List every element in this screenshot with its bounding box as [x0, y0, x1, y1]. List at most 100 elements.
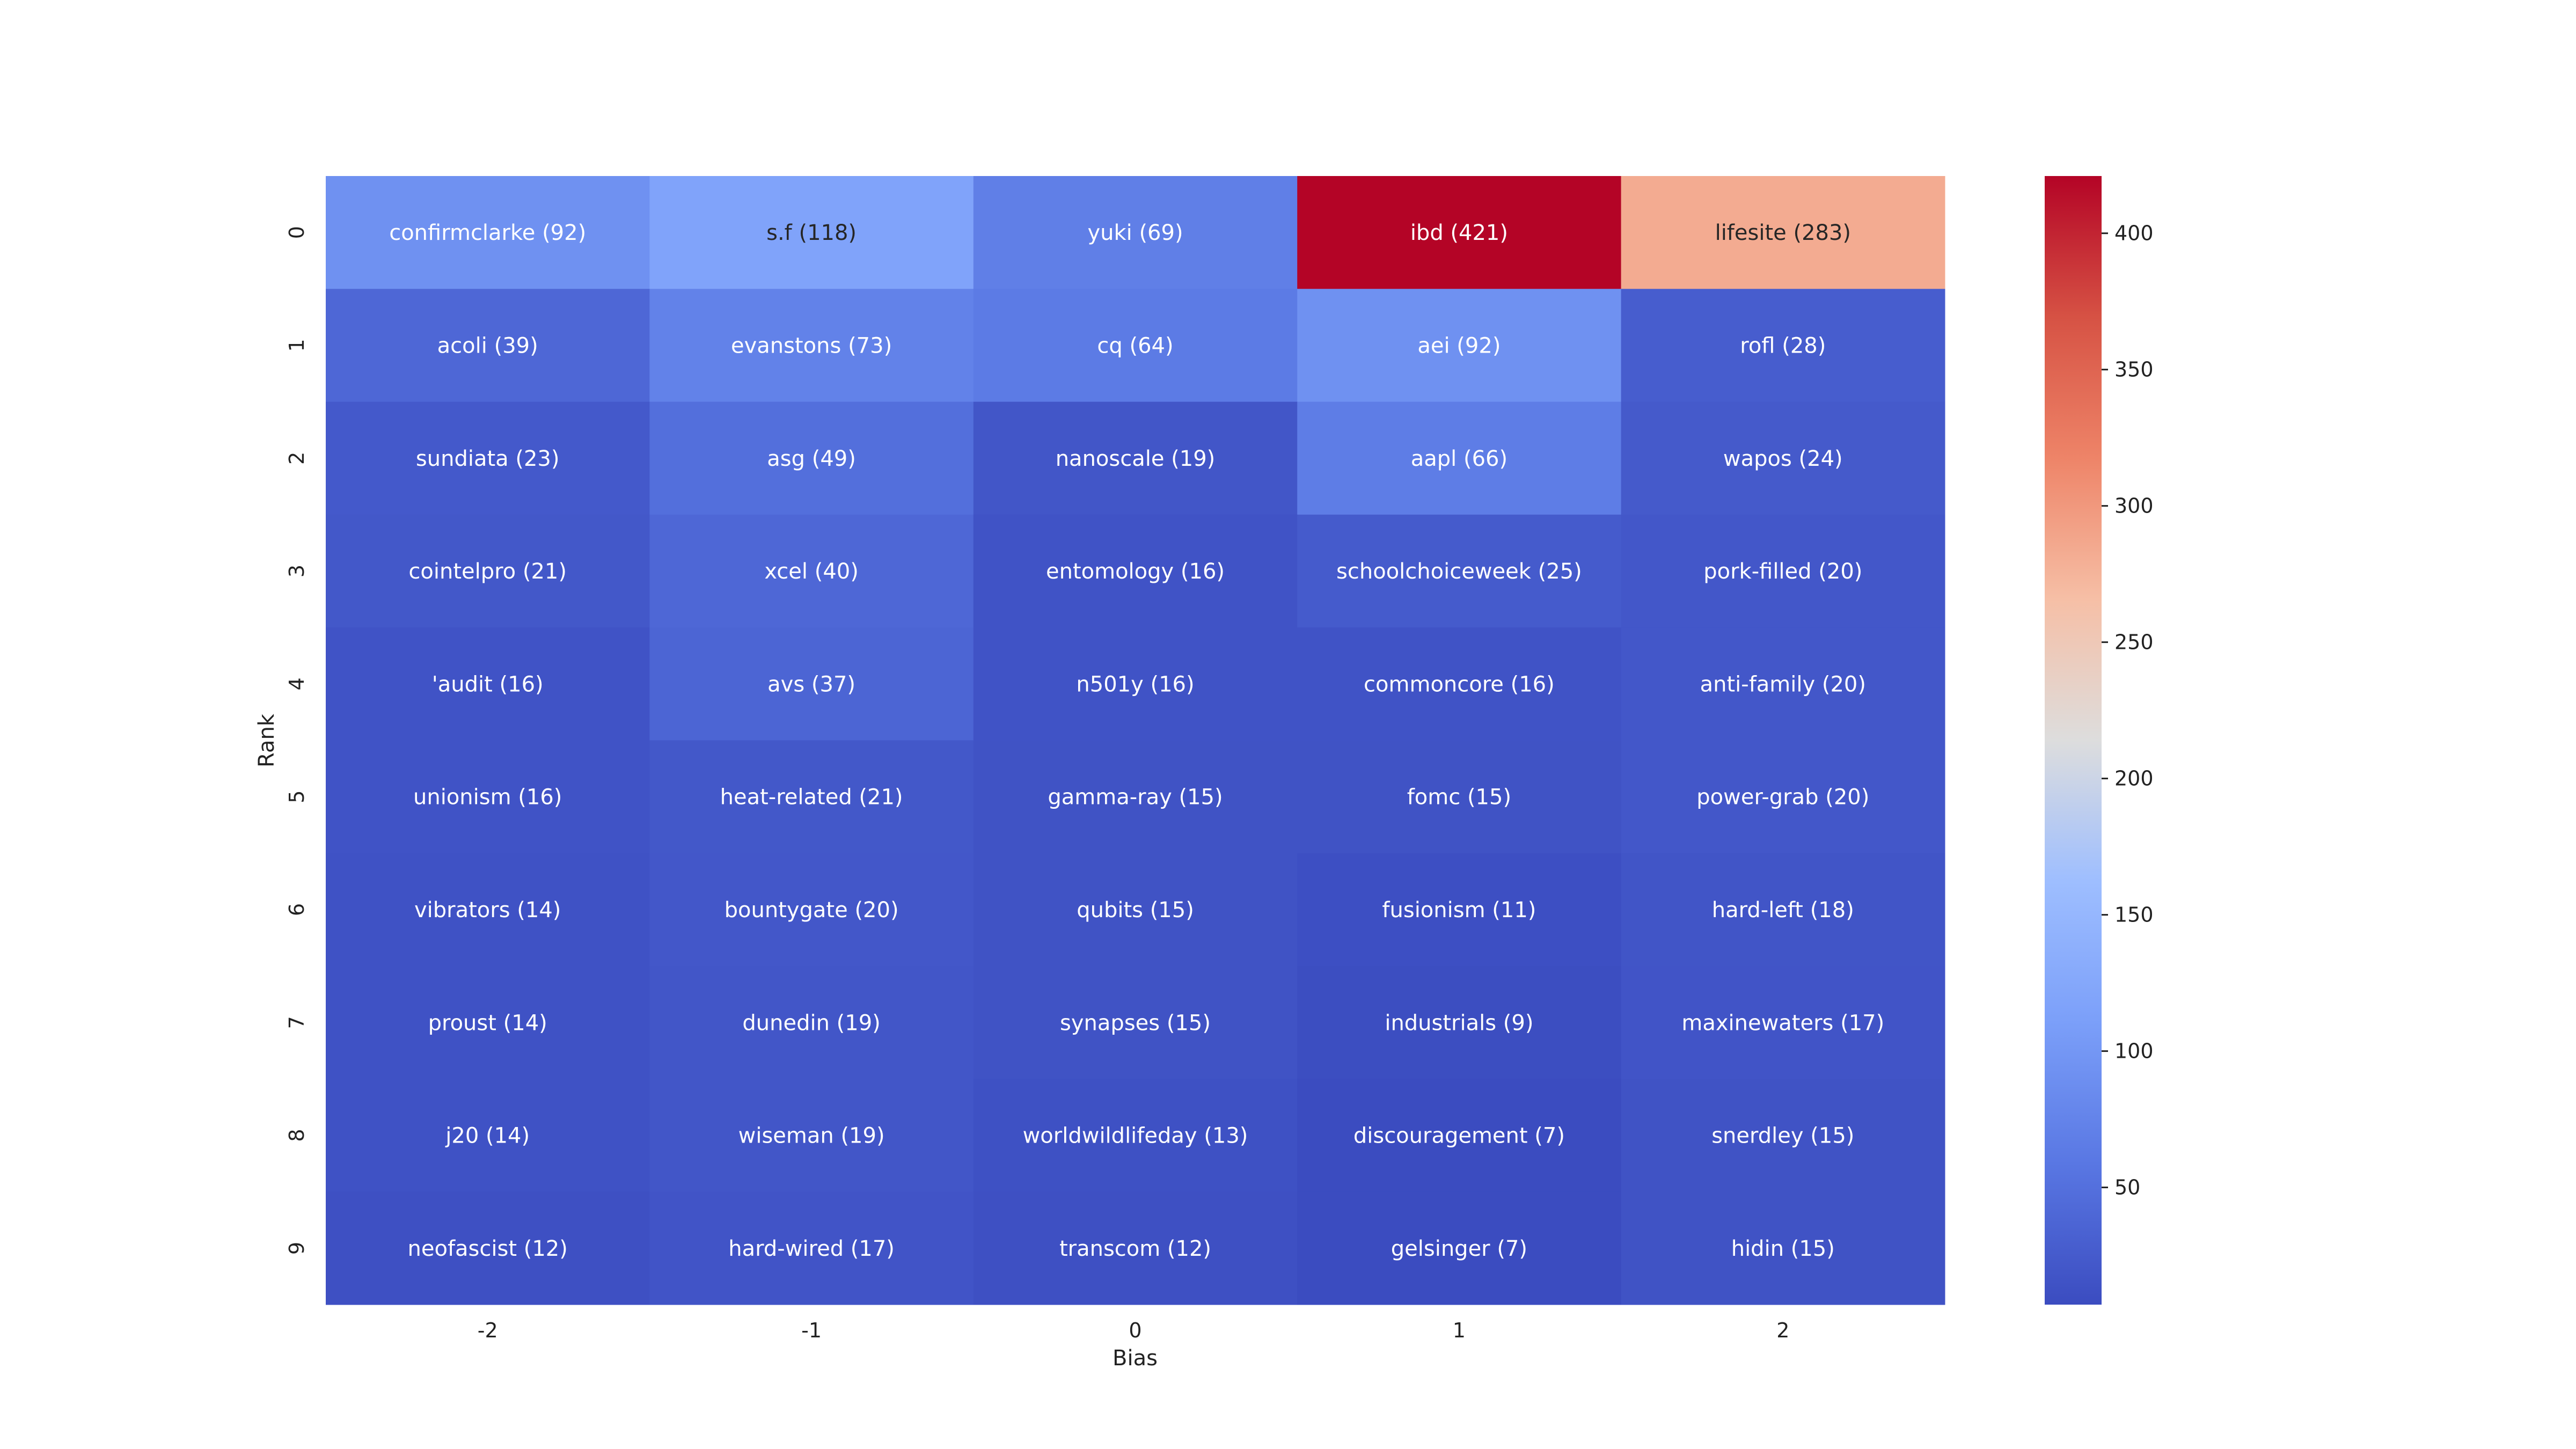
- cell-label: gelsinger (7): [1391, 1236, 1527, 1261]
- cell-label: power-grab (20): [1696, 785, 1869, 810]
- cell-label: neofascist (12): [408, 1236, 568, 1261]
- cell-label: heat-related (21): [720, 785, 903, 810]
- y-tick-label: 2: [285, 452, 309, 465]
- y-tick-label: 6: [285, 903, 309, 916]
- colorbar-tick-label: 300: [2114, 494, 2154, 518]
- heatmap-cell: [326, 966, 650, 1079]
- heatmap-cell: [1297, 176, 1622, 289]
- cell-label: aei (92): [1417, 333, 1501, 358]
- heatmap-cell: [973, 740, 1298, 854]
- heatmap-cell: [973, 514, 1298, 628]
- cell-label: ibd (421): [1410, 221, 1508, 245]
- heatmap-cell: [1621, 740, 1945, 854]
- cell-label: s.f (118): [766, 221, 857, 245]
- cell-label: bountygate (20): [724, 898, 899, 923]
- cell-label: wiseman (19): [738, 1124, 885, 1148]
- heatmap-cell: [1297, 966, 1622, 1079]
- cell-label: anti-family (20): [1700, 672, 1866, 697]
- heatmap-cell: [1297, 289, 1622, 402]
- heatmap-cell: [973, 401, 1298, 515]
- heatmap-cell: [649, 1079, 974, 1192]
- heatmap-cell: [1297, 1079, 1622, 1192]
- colorbar: [2045, 176, 2102, 1305]
- heatmap-cell: [1621, 627, 1945, 741]
- x-tick-label: 2: [1776, 1319, 1789, 1342]
- heatmap-cell: [1621, 514, 1945, 628]
- cell-label: yuki (69): [1087, 221, 1183, 245]
- heatmap-cell: [973, 176, 1298, 289]
- cell-label: commoncore (16): [1364, 672, 1555, 697]
- colorbar-tick-label: 100: [2114, 1040, 2154, 1063]
- heatmap-cell: [649, 289, 974, 402]
- cell-label: vibrators (14): [414, 898, 561, 923]
- heatmap-cell: [326, 401, 650, 515]
- x-tick-label: 0: [1129, 1319, 1141, 1342]
- cell-label: fomc (15): [1407, 785, 1511, 810]
- heatmap-cell: [326, 853, 650, 967]
- cell-label: entomology (16): [1046, 559, 1225, 584]
- x-tick-label: -2: [478, 1319, 498, 1342]
- heatmap-cell: [326, 1079, 650, 1192]
- heatmap-cell: [649, 853, 974, 967]
- y-tick-label: 3: [285, 565, 309, 577]
- cell-label: cq (64): [1097, 333, 1173, 358]
- y-tick-label: 1: [285, 339, 309, 352]
- cell-label: schoolchoiceweek (25): [1336, 559, 1582, 584]
- y-tick-label: 8: [285, 1129, 309, 1141]
- colorbar-tick-label: 50: [2114, 1176, 2140, 1199]
- cell-label: pork-filled (20): [1703, 559, 1862, 584]
- x-axis-ticks: -2 -1 0 1 2: [478, 1319, 1790, 1342]
- cell-label: hidin (15): [1731, 1236, 1835, 1261]
- colorbar-tick-label: 350: [2114, 358, 2154, 382]
- heatmap-cell: [973, 627, 1298, 741]
- heatmap-cell: [1621, 289, 1945, 402]
- y-tick-label: 0: [285, 226, 309, 239]
- x-tick-label: -1: [801, 1319, 822, 1342]
- y-axis-label: Rank: [254, 713, 279, 767]
- heatmap-cell: [326, 514, 650, 628]
- cell-label: discouragement (7): [1353, 1124, 1565, 1148]
- heatmap-cell: [326, 1191, 650, 1305]
- heatmap-cell: [973, 1191, 1298, 1305]
- x-tick-label: 1: [1453, 1319, 1466, 1342]
- heatmap-cell: [326, 289, 650, 402]
- heatmap-cell: [973, 966, 1298, 1079]
- heatmap-cells: confirmclarke (92) s.f (118) yuki (69) ibd …: [326, 176, 1945, 1305]
- colorbar-ticks: 50 100 150 200 250 300 350 400: [2102, 222, 2154, 1199]
- heatmap-cell: [1621, 966, 1945, 1079]
- cell-label: lifesite (283): [1715, 221, 1851, 245]
- heatmap-cell: [1621, 176, 1945, 289]
- cell-label: acoli (39): [437, 333, 538, 358]
- y-axis-ticks: 0 1 2 3 4 5 6 7 8 9: [285, 226, 309, 1255]
- cell-label: fusionism (11): [1382, 898, 1536, 923]
- cell-label: wapos (24): [1723, 447, 1843, 471]
- cell-label: j20 (14): [445, 1124, 530, 1148]
- heatmap-cell: [1297, 627, 1622, 741]
- y-tick-label: 4: [285, 677, 309, 690]
- y-tick-label: 9: [285, 1242, 309, 1255]
- heatmap-cell: [649, 514, 974, 628]
- cell-label: xcel (40): [764, 559, 859, 584]
- cell-label: n501y (16): [1076, 672, 1194, 697]
- heatmap-cell: [1297, 853, 1622, 967]
- heatmap-cell: [649, 966, 974, 1079]
- heatmap-cell: [326, 627, 650, 741]
- colorbar-tick-label: 400: [2114, 222, 2154, 245]
- heatmap-cell: [649, 627, 974, 741]
- cell-label: maxinewaters (17): [1681, 1011, 1884, 1035]
- heatmap-cell: [1297, 514, 1622, 628]
- cell-label: asg (49): [767, 447, 856, 471]
- heatmap-cell: [326, 176, 650, 289]
- heatmap-cell: [1297, 401, 1622, 515]
- heatmap-cell: [1621, 1079, 1945, 1192]
- cell-label: transcom (12): [1059, 1236, 1211, 1261]
- cell-label: aapl (66): [1411, 447, 1507, 471]
- colorbar-tick-label: 150: [2114, 903, 2154, 927]
- cell-label: 'audit (16): [432, 672, 544, 697]
- cell-label: sundiata (23): [416, 447, 560, 471]
- heatmap-cell: [1621, 401, 1945, 515]
- heatmap-cell: [1297, 1191, 1622, 1305]
- cell-label: rofl (28): [1740, 333, 1826, 358]
- x-axis-label: Bias: [1113, 1346, 1158, 1371]
